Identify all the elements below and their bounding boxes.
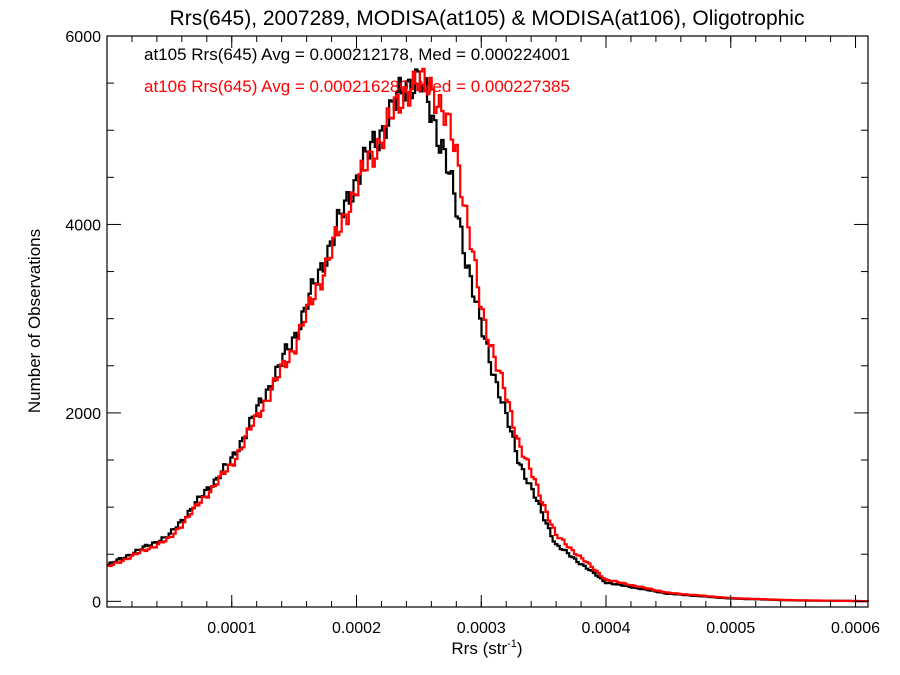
x-tick-label: 0.0005 bbox=[706, 620, 755, 637]
y-tick-label: 0 bbox=[92, 594, 101, 611]
x-tick-label: 0.0002 bbox=[332, 620, 381, 637]
y-tick-label: 6000 bbox=[65, 29, 101, 46]
y-axis-label: Number of Observations bbox=[25, 229, 44, 413]
x-tick-label: 0.0004 bbox=[582, 620, 631, 637]
x-tick-label: 0.0001 bbox=[207, 620, 256, 637]
x-axis-label-close: ) bbox=[517, 639, 523, 658]
annotation-at105: at105 Rrs(645) Avg = 0.000212178, Med = … bbox=[144, 45, 570, 64]
chart-title: Rrs(645), 2007289, MODISA(at105) & MODIS… bbox=[170, 7, 805, 30]
annotation-at106: at106 Rrs(645) Avg = 0.000216280, Med = … bbox=[144, 77, 570, 96]
x-axis-label-main: Rrs (str bbox=[451, 639, 507, 658]
x-axis-label-sup: -1 bbox=[507, 638, 517, 650]
plot-frame bbox=[106, 35, 869, 608]
y-tick-label: 2000 bbox=[65, 406, 101, 423]
ticks-layer: 0.0001 0.0002 0.0003 0.0004 0.0005 0.0006 0 200… bbox=[65, 29, 880, 637]
x-tick-label: 0.0006 bbox=[831, 620, 880, 637]
series-layer bbox=[107, 67, 869, 603]
histogram-series-1 bbox=[107, 67, 869, 603]
y-tick-label: 4000 bbox=[65, 217, 101, 234]
x-tick-label: 0.0003 bbox=[457, 620, 506, 637]
x-axis-label: Rrs (str-1) bbox=[451, 638, 522, 658]
histogram-series-0 bbox=[107, 68, 869, 603]
